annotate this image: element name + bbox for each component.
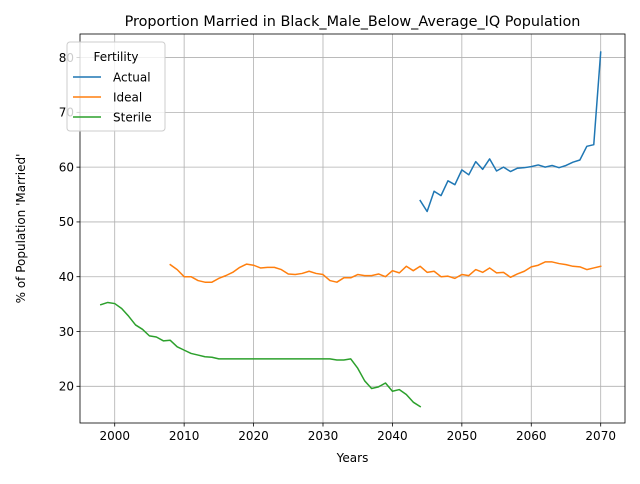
legend-box [66, 41, 166, 132]
legend-label-actual: Actual [113, 70, 151, 84]
y-tick-label: 40 [59, 270, 74, 284]
y-tick-label: 50 [59, 215, 74, 229]
x-tick-label: 2060 [516, 429, 547, 443]
plot-frame [79, 33, 626, 424]
y-axis-label: % of Population 'Married' [14, 154, 28, 304]
x-tick-label: 2010 [169, 429, 200, 443]
chart-title: Proportion Married in Black_Male_Below_A… [125, 14, 581, 30]
series-line-sterile [99, 301, 422, 408]
legend-title: Fertility [93, 50, 138, 64]
series-line-actual [419, 51, 602, 213]
series-layer [99, 51, 602, 408]
x-tick-label: 2000 [99, 429, 130, 443]
x-axis-label: Years [336, 451, 369, 465]
legend-label-sterile: Sterile [113, 110, 152, 124]
x-tick-label: 2050 [447, 429, 478, 443]
x-tick-label: 2020 [238, 429, 269, 443]
x-tick-label: 2040 [377, 429, 408, 443]
series-line-ideal [169, 261, 602, 283]
grid-lines [80, 34, 625, 423]
legend-label-ideal: Ideal [113, 90, 142, 104]
legend: Fertility Actual Ideal Sterile [66, 41, 166, 132]
y-tick-label: 60 [59, 160, 74, 174]
y-tick-label: 20 [59, 380, 74, 394]
y-tick-label: 30 [59, 325, 74, 339]
axis-ticks: 2000 2010 2020 2030 2040 2050 2060 207020304050… [59, 51, 616, 443]
x-tick-label: 2030 [308, 429, 339, 443]
x-tick-label: 2070 [585, 429, 616, 443]
